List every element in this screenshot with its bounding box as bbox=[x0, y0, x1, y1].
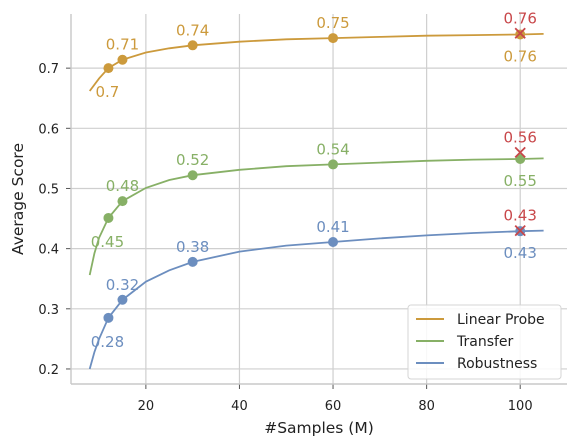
transfer-point bbox=[117, 196, 128, 207]
legend-label-robustness: Robustness bbox=[457, 356, 537, 372]
linear-probe-data-label: 0.7 bbox=[96, 83, 120, 101]
linear-probe-data-label: 0.71 bbox=[106, 36, 139, 54]
transfer-point bbox=[515, 153, 526, 164]
transfer-data-label: 0.48 bbox=[106, 177, 139, 195]
y-tick-label: 0.2 bbox=[38, 363, 59, 378]
legend: Linear Probe Transfer Robustness bbox=[407, 304, 562, 380]
transfer-data-label: 0.52 bbox=[176, 151, 209, 169]
legend-label-transfer: Transfer bbox=[456, 334, 514, 350]
legend-label-linear-probe: Linear Probe bbox=[457, 312, 545, 328]
robustness-extra-marker bbox=[514, 224, 526, 237]
x-mark-stroke bbox=[514, 27, 526, 39]
robustness-data-label: 0.28 bbox=[91, 333, 124, 351]
x-tick-label: 80 bbox=[418, 399, 435, 414]
linear-probe-point bbox=[117, 54, 128, 65]
transfer-data-label: 0.54 bbox=[316, 140, 349, 158]
series-group bbox=[88, 27, 544, 370]
linear-probe-data-label: 0.76 bbox=[504, 47, 537, 65]
y-tick-label: 0.5 bbox=[38, 182, 59, 197]
x-tick-label: 60 bbox=[325, 399, 342, 414]
transfer-point bbox=[103, 212, 114, 223]
robustness-point bbox=[103, 312, 114, 323]
x-mark-stroke bbox=[514, 224, 526, 237]
y-tick-label: 0.7 bbox=[38, 62, 59, 77]
linear-probe-point bbox=[187, 40, 198, 51]
x-tick-label: 20 bbox=[138, 399, 155, 414]
y-tick-label: 0.4 bbox=[38, 243, 59, 258]
transfer-data-label: 0.45 bbox=[91, 233, 124, 251]
transfer-point bbox=[328, 159, 339, 170]
robustness-line bbox=[88, 229, 544, 370]
robustness-point bbox=[328, 237, 339, 248]
linear-probe-line bbox=[88, 33, 544, 92]
robustness-data-label: 0.38 bbox=[176, 238, 209, 256]
robustness-data-label: 0.43 bbox=[504, 244, 537, 262]
transfer-point bbox=[187, 170, 198, 181]
x-tick-label: 40 bbox=[231, 399, 248, 414]
robustness-data-label: 0.32 bbox=[106, 276, 139, 294]
x-mark-stroke bbox=[514, 146, 526, 159]
y-tick-label: 0.6 bbox=[38, 122, 59, 137]
data-labels: 0.7 0.71 0.74 0.75 0.76 0.76 0.45 0.48 0.52 0.54 0… bbox=[91, 9, 537, 351]
robustness-point bbox=[117, 294, 128, 305]
y-axis-title: Average Score bbox=[9, 143, 27, 255]
axes: 20 40 60 80 100 0.2 0.3 0.4 0.5 0.6 0.7 bbox=[38, 14, 567, 414]
linear-probe-point bbox=[328, 33, 339, 44]
legend-box bbox=[407, 304, 562, 380]
x-axis-title: #Samples (M) bbox=[264, 419, 374, 437]
robustness-point bbox=[187, 256, 198, 267]
robustness-extra-label: 0.43 bbox=[504, 207, 537, 225]
transfer-line bbox=[88, 157, 544, 276]
transfer-data-label: 0.55 bbox=[504, 172, 537, 190]
linear-probe-data-label: 0.74 bbox=[176, 21, 209, 39]
transfer-extra-label: 0.56 bbox=[504, 128, 537, 146]
y-tick-label: 0.3 bbox=[38, 303, 59, 318]
linear-probe-point bbox=[103, 63, 114, 74]
transfer-extra-marker bbox=[514, 146, 526, 159]
robustness-data-label: 0.41 bbox=[316, 218, 349, 236]
linear-probe-data-label: 0.75 bbox=[316, 14, 349, 32]
x-tick-label: 100 bbox=[508, 399, 533, 414]
grid bbox=[71, 14, 567, 384]
linear-probe-extra-marker bbox=[514, 27, 526, 39]
linear-probe-extra-label: 0.76 bbox=[504, 9, 537, 27]
